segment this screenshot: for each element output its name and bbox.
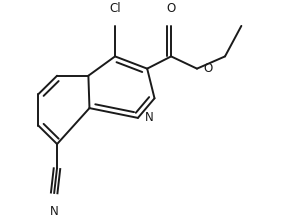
Text: N: N [50, 205, 59, 218]
Text: N: N [145, 111, 153, 124]
Text: Cl: Cl [109, 2, 121, 15]
Text: O: O [204, 62, 213, 75]
Text: O: O [166, 2, 176, 15]
